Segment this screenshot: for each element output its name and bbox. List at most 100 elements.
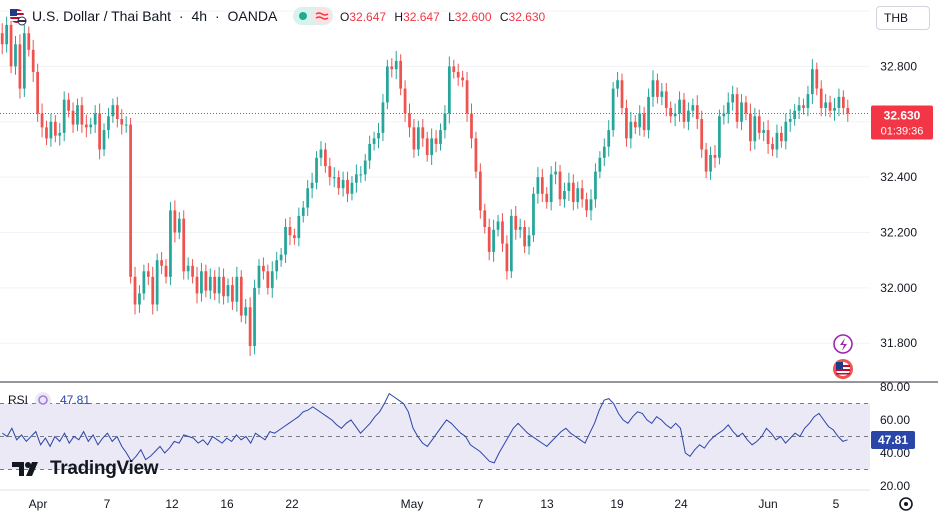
- candle[interactable]: [695, 95, 699, 129]
- candle[interactable]: [691, 98, 695, 118]
- candle[interactable]: [394, 50, 398, 80]
- candle[interactable]: [222, 268, 225, 305]
- candle[interactable]: [377, 122, 380, 149]
- candle[interactable]: [762, 121, 766, 142]
- candle[interactable]: [700, 110, 704, 158]
- candle[interactable]: [545, 187, 549, 209]
- candle[interactable]: [452, 59, 456, 79]
- market-status-icon[interactable]: [293, 7, 333, 25]
- candle[interactable]: [262, 257, 265, 280]
- candle[interactable]: [824, 94, 828, 117]
- candle[interactable]: [846, 99, 850, 122]
- candle[interactable]: [443, 105, 447, 139]
- candle[interactable]: [549, 166, 553, 211]
- candle[interactable]: [607, 120, 611, 157]
- candle[interactable]: [465, 71, 469, 122]
- candle[interactable]: [625, 99, 628, 147]
- candle[interactable]: [257, 259, 261, 295]
- candle[interactable]: [5, 16, 9, 53]
- candle[interactable]: [470, 103, 473, 149]
- candle[interactable]: [67, 93, 70, 118]
- candle[interactable]: [9, 18, 13, 74]
- candle[interactable]: [536, 167, 540, 204]
- candle[interactable]: [58, 122, 62, 146]
- candle[interactable]: [744, 95, 748, 121]
- candle[interactable]: [487, 218, 491, 261]
- candle[interactable]: [332, 167, 336, 188]
- candle[interactable]: [682, 93, 686, 129]
- candle[interactable]: [213, 270, 217, 301]
- candle[interactable]: [749, 103, 752, 152]
- candle[interactable]: [620, 73, 624, 115]
- candle[interactable]: [14, 35, 17, 75]
- candle[interactable]: [633, 115, 637, 134]
- candle[interactable]: [133, 266, 137, 315]
- candle[interactable]: [98, 103, 101, 160]
- candle[interactable]: [505, 235, 509, 280]
- candle[interactable]: [532, 187, 535, 242]
- candle[interactable]: [594, 163, 597, 208]
- candle[interactable]: [266, 264, 270, 295]
- candle[interactable]: [160, 251, 163, 275]
- candle[interactable]: [780, 126, 783, 148]
- candle[interactable]: [589, 189, 593, 221]
- candle[interactable]: [408, 103, 411, 138]
- candle[interactable]: [328, 157, 332, 186]
- candle[interactable]: [726, 92, 730, 124]
- candle[interactable]: [664, 83, 668, 117]
- rsi-settings-icon[interactable]: [35, 392, 51, 408]
- candle[interactable]: [293, 228, 296, 245]
- candle[interactable]: [558, 164, 562, 206]
- candle[interactable]: [540, 168, 544, 203]
- candle[interactable]: [235, 266, 239, 312]
- candle[interactable]: [416, 120, 420, 157]
- candle[interactable]: [430, 128, 434, 165]
- candle[interactable]: [36, 63, 40, 122]
- candle[interactable]: [138, 285, 141, 313]
- candle[interactable]: [248, 297, 252, 356]
- candle[interactable]: [146, 262, 150, 286]
- candle[interactable]: [337, 170, 341, 195]
- candle[interactable]: [656, 73, 659, 104]
- candle[interactable]: [204, 264, 208, 298]
- candle[interactable]: [819, 80, 823, 117]
- candle[interactable]: [363, 153, 367, 182]
- candle[interactable]: [129, 117, 132, 284]
- candle[interactable]: [439, 123, 442, 151]
- rsi-legend[interactable]: RSI 47.81: [8, 392, 90, 408]
- candle[interactable]: [151, 266, 155, 315]
- candle[interactable]: [403, 80, 407, 122]
- candle[interactable]: [49, 113, 53, 147]
- candle[interactable]: [456, 63, 460, 86]
- candle[interactable]: [173, 200, 177, 243]
- candle[interactable]: [509, 209, 513, 278]
- candle[interactable]: [784, 113, 788, 150]
- candle[interactable]: [385, 59, 389, 110]
- candle[interactable]: [306, 179, 310, 216]
- candle[interactable]: [563, 182, 566, 208]
- candle[interactable]: [797, 96, 801, 120]
- candle[interactable]: [474, 131, 478, 179]
- candle[interactable]: [310, 172, 314, 199]
- candle[interactable]: [718, 109, 721, 165]
- candle[interactable]: [231, 276, 234, 311]
- candle[interactable]: [186, 257, 190, 280]
- candle[interactable]: [195, 266, 199, 304]
- candle[interactable]: [319, 141, 323, 167]
- candle[interactable]: [359, 166, 363, 183]
- candle[interactable]: [22, 24, 26, 97]
- candle[interactable]: [731, 85, 735, 111]
- candle[interactable]: [84, 114, 88, 138]
- candle[interactable]: [164, 259, 168, 284]
- candle[interactable]: [580, 179, 584, 208]
- candle[interactable]: [678, 91, 681, 122]
- rsi-axis[interactable]: 80.00 60.00 40.00 20.00: [880, 380, 910, 493]
- gear-icon[interactable]: [899, 497, 913, 511]
- candle[interactable]: [53, 115, 57, 143]
- candle[interactable]: [709, 146, 712, 180]
- candle[interactable]: [629, 111, 633, 149]
- candle[interactable]: [124, 116, 128, 133]
- candle[interactable]: [585, 192, 588, 218]
- candle[interactable]: [355, 164, 358, 193]
